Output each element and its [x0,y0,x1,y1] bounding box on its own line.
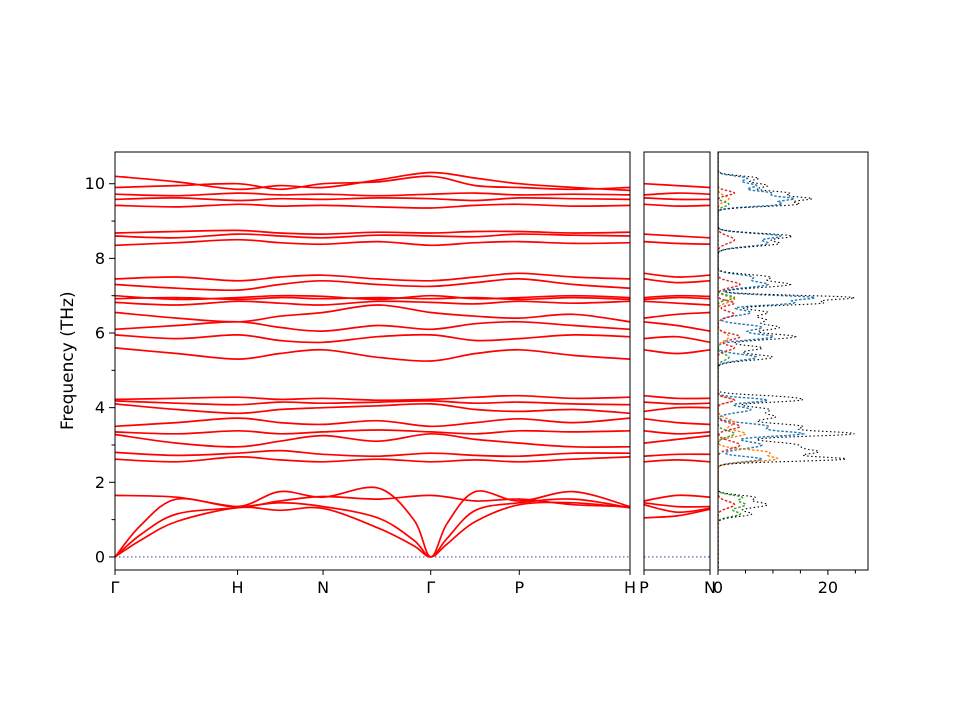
band-line [115,304,630,323]
dos-curve-partial-red [718,152,741,569]
band-line [644,401,710,405]
band-line [115,333,630,344]
band-line [115,278,630,292]
band-line [644,311,710,319]
band-lines-main [115,171,630,558]
y-tick-label: 4 [95,398,105,417]
band-line [115,417,630,428]
dos-curve-partial-green [718,152,747,569]
band-line [644,503,710,514]
band-line [115,203,630,209]
x-tick-label: H [232,578,244,597]
x-tick-label: 20 [818,578,838,597]
x-tick-label: N [704,578,716,597]
band-line [115,501,630,558]
band-line [115,402,630,415]
band-line [644,294,710,299]
band-line [115,196,630,202]
band-line [644,348,710,355]
axes-frame [643,151,711,571]
band-line [644,459,710,463]
band-line [115,347,630,362]
band-line [115,300,630,306]
dos-curve-total [718,152,855,569]
dos-curve-partial-orange [718,152,779,569]
x-tick-label: P [639,578,649,597]
x-tick-label: Γ [111,578,120,597]
band-line [644,278,710,284]
x-tick-label: P [514,578,524,597]
band-line [644,197,710,201]
y-tick-label: 2 [95,473,105,492]
band-line [644,320,710,332]
y-axis-label: Frequency (THz) [58,291,78,431]
band-line [115,394,630,402]
band-line [644,182,710,189]
band-line [644,192,710,196]
band-line [115,432,630,448]
band-line [644,296,710,301]
x-tick-label: H [624,578,636,597]
dos-curves [718,152,855,569]
x-tick-label: N [317,578,329,597]
band-line [115,171,630,192]
band-line [644,429,710,435]
band-line [115,486,630,558]
axes-frame [114,151,631,571]
dos-curve-partial-blue [718,152,815,569]
band-line [644,240,710,246]
band-lines-pn [644,182,710,519]
y-tick-label: 0 [95,547,105,566]
band-line [644,300,710,306]
band-line [115,294,630,301]
band-line [115,175,630,191]
band-line [644,417,710,426]
band-line [644,501,710,508]
y-tick-label: 10 [85,174,105,193]
band-line [115,233,630,239]
band-line [115,238,630,247]
band-line [115,320,630,332]
band-line [644,335,710,344]
band-line [644,203,710,207]
band-line [115,498,630,558]
band-line [115,494,630,508]
band-line [115,400,630,406]
x-tick-label: Γ [426,578,435,597]
band-line [644,272,710,278]
band-line [644,453,710,458]
band-line [644,233,710,239]
band-line [115,429,630,435]
y-tick-label: 8 [95,249,105,268]
band-line [115,456,630,463]
band-line [115,272,630,282]
band-line [644,434,710,444]
axis-ticks [109,183,856,575]
band-line [115,229,630,235]
axes-frame [717,151,869,571]
band-line [115,192,630,197]
band-line [644,508,710,519]
band-line [115,449,630,458]
x-tick-label: 0 [713,578,723,597]
band-line [644,494,710,502]
band-line [644,394,710,400]
y-tick-label: 6 [95,324,105,343]
band-line [644,406,710,413]
